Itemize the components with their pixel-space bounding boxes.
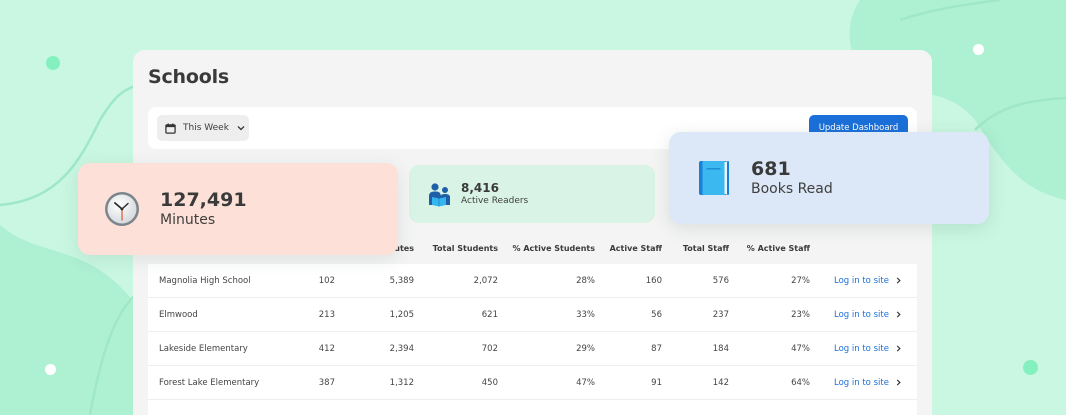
table-row: Lakeside Elementary 412 2,394 702 29% 87… — [148, 332, 917, 366]
cell-pct-active-staff: 27% — [791, 275, 810, 286]
cell-pct-active-students: 47% — [576, 377, 595, 388]
cell-active-staff: 87 — [651, 343, 662, 354]
table-row: Forest Lake Elementary 387 1,312 450 47%… — [148, 366, 917, 400]
cell-school: Elmwood — [159, 309, 198, 320]
chevron-down-icon — [237, 126, 245, 131]
books-read-label: Books Read — [751, 180, 833, 197]
cell-total-staff: 184 — [712, 343, 729, 354]
cell-total-students: 450 — [481, 377, 498, 388]
active-readers-card: 8,416 Active Readers — [409, 165, 655, 223]
cell-school: Forest Lake Elementary — [159, 377, 260, 388]
cell-total-staff: 576 — [712, 275, 729, 286]
cell-active-staff: 91 — [651, 377, 662, 388]
cell-total-students: 2,072 — [473, 275, 498, 286]
link-label: Log in to site — [834, 343, 889, 354]
minutes-label: Minutes — [160, 211, 216, 228]
decor-dot — [1023, 360, 1038, 375]
cell-minutes: 1,205 — [389, 309, 414, 320]
minutes-value: 127,491 — [160, 188, 247, 211]
active-readers-label: Active Readers — [461, 196, 529, 206]
cell-minutes: 2,394 — [389, 343, 414, 354]
clock-icon — [105, 192, 139, 226]
table-row-partial — [148, 400, 917, 415]
schools-table: utes Total Students % Active Students Ac… — [148, 232, 917, 415]
col-header-total-students[interactable]: Total Students — [432, 243, 498, 253]
chevron-right-icon — [896, 345, 901, 352]
col-header-active-staff[interactable]: Active Staff — [609, 243, 662, 253]
log-in-to-site-link[interactable]: Log in to site — [834, 310, 902, 320]
schools-panel: Schools This Week Update Dashboard utes … — [133, 50, 932, 415]
cell-pct-active-staff: 23% — [791, 309, 810, 320]
log-in-to-site-link[interactable]: Log in to site — [834, 378, 902, 388]
cell-pct-active-students: 28% — [576, 275, 595, 286]
cell-pct-active-students: 29% — [576, 343, 595, 354]
decor-dot — [46, 56, 60, 70]
cell-col1: 102 — [318, 275, 335, 286]
cell-total-students: 702 — [481, 343, 498, 354]
link-label: Log in to site — [834, 275, 889, 286]
log-in-to-site-link[interactable]: Log in to site — [834, 344, 902, 354]
cell-active-staff: 56 — [651, 309, 662, 320]
toolbar: This Week Update Dashboard — [148, 107, 917, 149]
cell-col1: 387 — [318, 377, 335, 388]
date-range-label: This Week — [183, 123, 229, 133]
col-header-total-staff[interactable]: Total Staff — [682, 243, 729, 253]
decor-dot — [45, 364, 56, 375]
cell-total-staff: 142 — [712, 377, 729, 388]
minutes-card: 127,491 Minutes — [78, 163, 398, 255]
cell-pct-active-staff: 64% — [791, 377, 810, 388]
cell-school: Lakeside Elementary — [159, 343, 248, 354]
table-row: Magnolia High School 102 5,389 2,072 28%… — [148, 264, 917, 298]
table-row: Elmwood 213 1,205 621 33% 56 237 23% Log… — [148, 298, 917, 332]
log-in-to-site-link[interactable]: Log in to site — [834, 276, 902, 286]
link-label: Log in to site — [834, 309, 889, 320]
decor-dot — [973, 44, 984, 55]
col-header-pct-active-staff[interactable]: % Active Staff — [746, 243, 810, 253]
chevron-right-icon — [896, 277, 901, 284]
cell-total-students: 621 — [481, 309, 498, 320]
books-read-value: 681 — [751, 157, 791, 180]
chevron-right-icon — [896, 311, 901, 318]
cell-total-staff: 237 — [712, 309, 729, 320]
active-readers-value: 8,416 — [461, 181, 499, 195]
books-read-card: 681 Books Read — [669, 132, 989, 224]
cell-col1: 412 — [318, 343, 335, 354]
page-title: Schools — [148, 66, 230, 88]
book-icon — [699, 161, 729, 195]
cell-pct-active-staff: 47% — [791, 343, 810, 354]
date-range-select[interactable]: This Week — [157, 115, 249, 141]
calendar-icon — [165, 122, 176, 134]
cell-minutes: 1,312 — [389, 377, 414, 388]
cell-school: Magnolia High School — [159, 275, 251, 286]
cell-col1: 213 — [318, 309, 335, 320]
col-header-pct-active-students[interactable]: % Active Students — [512, 243, 595, 253]
chevron-right-icon — [896, 379, 901, 386]
cell-pct-active-students: 33% — [576, 309, 595, 320]
cell-minutes: 5,389 — [389, 275, 414, 286]
cell-active-staff: 160 — [645, 275, 662, 286]
col-header-minutes[interactable]: utes — [394, 243, 414, 253]
link-label: Log in to site — [834, 377, 889, 388]
table-header: utes Total Students % Active Students Ac… — [148, 232, 917, 264]
readers-icon — [429, 183, 450, 207]
